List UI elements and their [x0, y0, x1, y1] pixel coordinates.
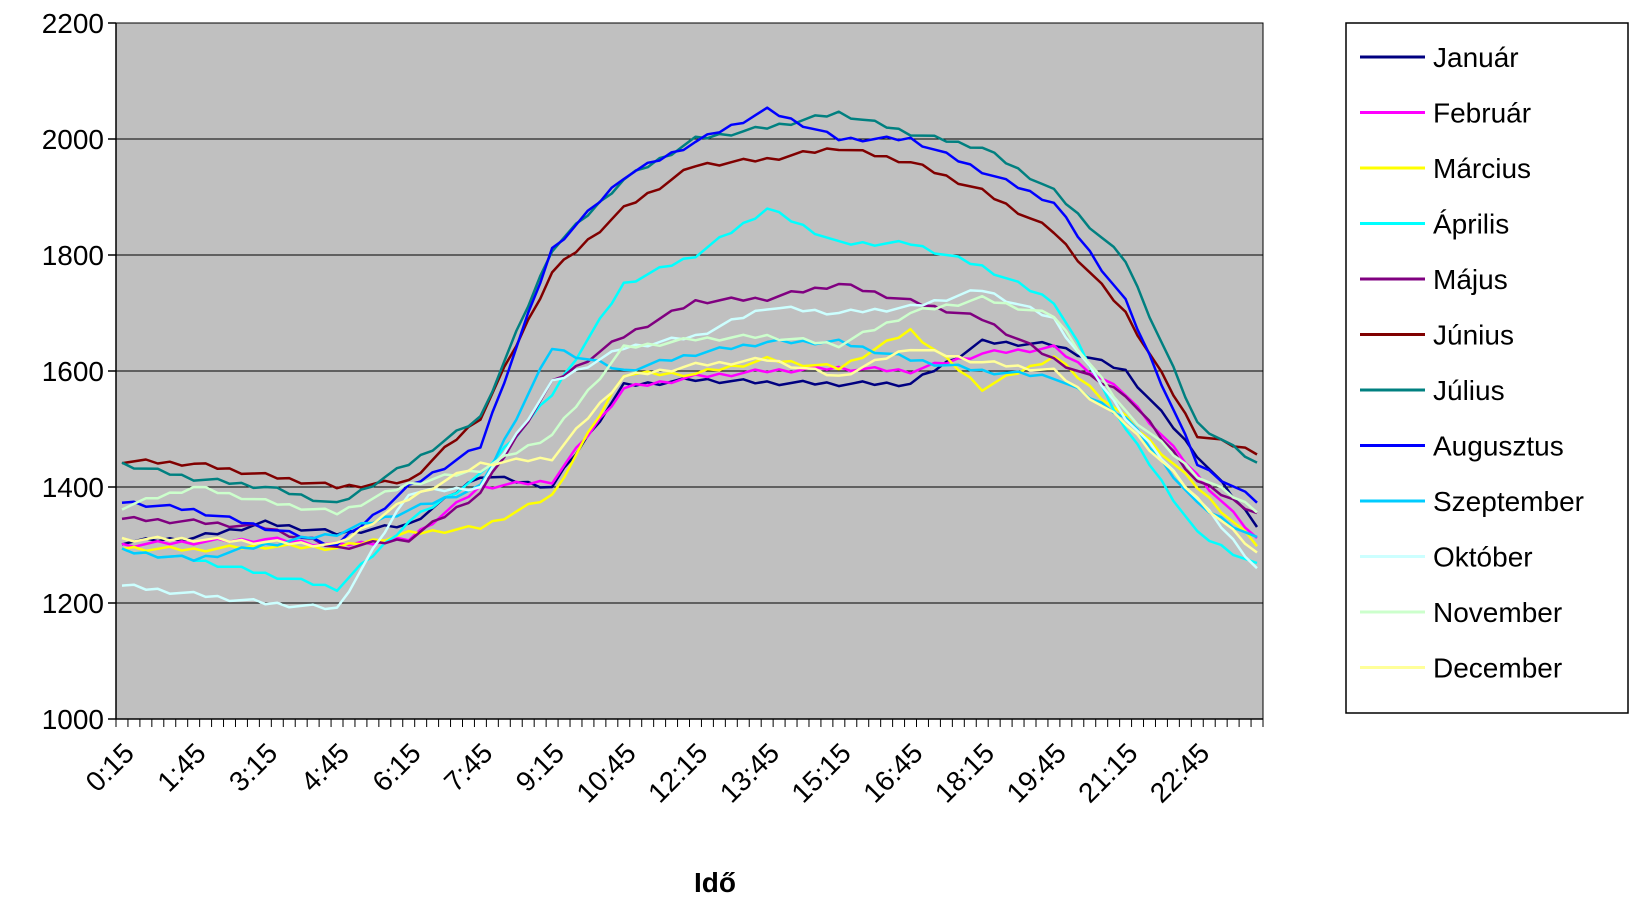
series-line — [121, 338, 1258, 562]
x-tick-label: 10:45 — [570, 737, 641, 808]
series-line — [121, 110, 1258, 504]
x-tick-label: 12:15 — [642, 737, 713, 808]
y-tick-label: 2000 — [42, 124, 104, 155]
legend-label: November — [1433, 597, 1562, 628]
series-line — [121, 294, 1258, 516]
y-axis-ticks: 1000 1200 1400 1600 1800 2000 2200 — [42, 8, 116, 735]
y-tick-label: 1000 — [42, 704, 104, 735]
x-tick-label: 15:15 — [785, 737, 856, 808]
x-axis-title: Idő — [694, 867, 736, 897]
y-tick-label: 2200 — [42, 8, 104, 39]
legend-label: Augusztus — [1433, 431, 1564, 462]
series-line — [121, 207, 1258, 593]
y-tick-label: 1800 — [42, 240, 104, 271]
x-tick-label: 9:15 — [510, 737, 570, 797]
y-tick-label: 1600 — [42, 356, 104, 387]
legend-label: Február — [1433, 98, 1531, 129]
series-lines — [121, 106, 1259, 611]
legend-label: Április — [1433, 209, 1509, 240]
x-tick-label: 19:45 — [1001, 737, 1072, 808]
x-tick-label: 7:45 — [438, 737, 498, 797]
legend-label: Május — [1433, 264, 1508, 295]
x-tick-label: 3:15 — [223, 737, 283, 797]
series-line — [121, 147, 1258, 490]
x-tick-label: 0:15 — [80, 737, 140, 797]
y-tick-label: 1400 — [42, 472, 104, 503]
legend: Január Február Március Április Május Június Jú… — [1345, 22, 1629, 714]
x-tick-label: 22:45 — [1144, 737, 1215, 808]
x-tick-label: 4:45 — [295, 737, 355, 797]
series-line — [121, 338, 1259, 546]
x-tick-label: 6:15 — [366, 737, 426, 797]
legend-label: Szeptember — [1433, 486, 1584, 517]
x-tick-label: 18:15 — [929, 737, 1000, 808]
series-line — [121, 289, 1258, 611]
legend-box — [1345, 22, 1629, 714]
x-axis-ticks: 0:15 1:45 3:15 4:45 6:15 7:45 9:15 10:45 12:15 13… — [80, 719, 1264, 809]
series-line — [121, 348, 1258, 554]
legend-label: Július — [1433, 375, 1505, 406]
x-tick-label: 16:45 — [857, 737, 928, 808]
y-tick-label: 1200 — [42, 588, 104, 619]
legend-label: Október — [1433, 542, 1533, 573]
legend-label: Január — [1433, 42, 1519, 73]
legend-label: Június — [1433, 320, 1514, 351]
legend-label: Március — [1433, 153, 1531, 184]
gridlines — [116, 138, 1263, 604]
x-tick-label: 21:15 — [1072, 737, 1143, 808]
x-tick-label: 1:45 — [151, 737, 211, 797]
legend-label: December — [1433, 653, 1562, 684]
x-tick-label: 13:45 — [714, 737, 785, 808]
